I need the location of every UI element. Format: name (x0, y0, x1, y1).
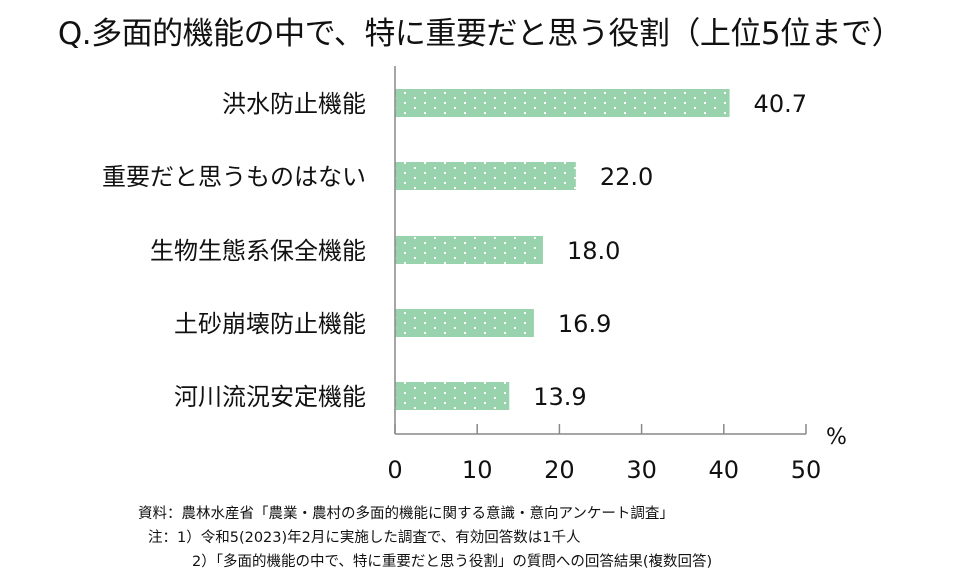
x-tick-label: 20 (544, 456, 575, 484)
x-axis-unit: % (826, 425, 847, 450)
bar (395, 382, 510, 410)
x-tick-label: 30 (626, 456, 657, 484)
x-tick-label: 50 (791, 456, 822, 484)
bar (395, 162, 576, 190)
x-tick-label: 0 (387, 456, 402, 484)
x-tick-label: 10 (462, 456, 493, 484)
value-label: 18.0 (567, 237, 620, 265)
source-note: 資料：農林水産省「農業・農村の多面的機能に関する意識・意向アンケート調査」 (138, 506, 674, 522)
note-1: 注：1）令和5(2023)年2月に実施した調査で、有効回答数は1千人 (148, 530, 581, 546)
value-label: 40.7 (754, 90, 807, 118)
category-label: 洪水防止機能 (222, 90, 366, 118)
value-label: 16.9 (558, 310, 611, 338)
footnotes: 資料：農林水産省「農業・農村の多面的機能に関する意識・意向アンケート調査」 注：… (138, 502, 712, 574)
bar-chart: 洪水防止機能 40.7 重要だと思うものはない 22.0 生物生態系保全機能 18.0 土砂… (102, 66, 847, 484)
chart-title: Q.多面的機能の中で、特に重要だと思う役割（上位5位まで） (57, 16, 903, 52)
x-tick-label: 40 (709, 456, 740, 484)
category-label: 土砂崩壊防止機能 (174, 310, 366, 338)
x-axis: 0 10 20 30 40 50% (387, 66, 847, 484)
category-label: 河川流況安定機能 (174, 383, 366, 411)
bar (395, 236, 543, 264)
bar (395, 309, 534, 337)
value-label: 13.9 (533, 383, 586, 411)
bars-group: 洪水防止機能 40.7 重要だと思うものはない 22.0 生物生態系保全機能 18.0 土砂… (102, 89, 807, 411)
value-label: 22.0 (600, 163, 653, 191)
bar (395, 89, 730, 117)
category-label: 重要だと思うものはない (102, 163, 366, 191)
note-2: 2）「多面的機能の中で、特に重要だと思う役割」の質問への回答結果(複数回答) (192, 554, 713, 570)
category-label: 生物生態系保全機能 (150, 237, 366, 265)
